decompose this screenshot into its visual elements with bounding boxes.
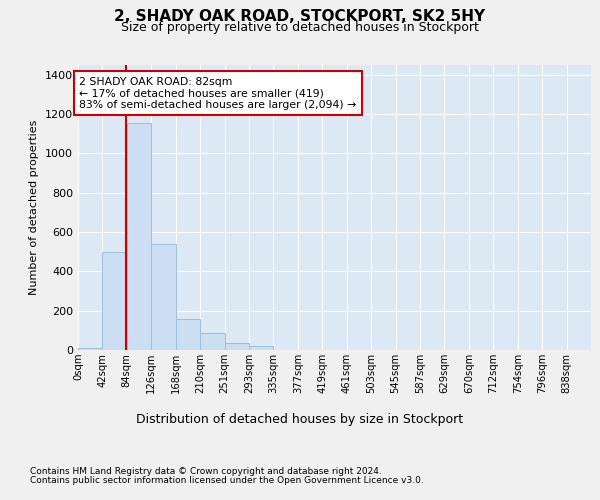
Text: Size of property relative to detached houses in Stockport: Size of property relative to detached ho…	[121, 21, 479, 34]
Y-axis label: Number of detached properties: Number of detached properties	[29, 120, 40, 295]
Text: Distribution of detached houses by size in Stockport: Distribution of detached houses by size …	[136, 412, 464, 426]
Bar	[249, 346, 274, 350]
Bar	[200, 334, 224, 350]
Bar	[127, 123, 151, 350]
Bar	[78, 348, 103, 350]
Bar	[176, 318, 200, 350]
Text: Contains HM Land Registry data © Crown copyright and database right 2024.: Contains HM Land Registry data © Crown c…	[30, 468, 382, 476]
Bar	[151, 244, 176, 350]
Text: 2 SHADY OAK ROAD: 82sqm
← 17% of detached houses are smaller (419)
83% of semi-d: 2 SHADY OAK ROAD: 82sqm ← 17% of detache…	[79, 77, 356, 110]
Text: 2, SHADY OAK ROAD, STOCKPORT, SK2 5HY: 2, SHADY OAK ROAD, STOCKPORT, SK2 5HY	[115, 9, 485, 24]
Bar	[224, 342, 249, 350]
Bar	[103, 252, 127, 350]
Text: Contains public sector information licensed under the Open Government Licence v3: Contains public sector information licen…	[30, 476, 424, 485]
